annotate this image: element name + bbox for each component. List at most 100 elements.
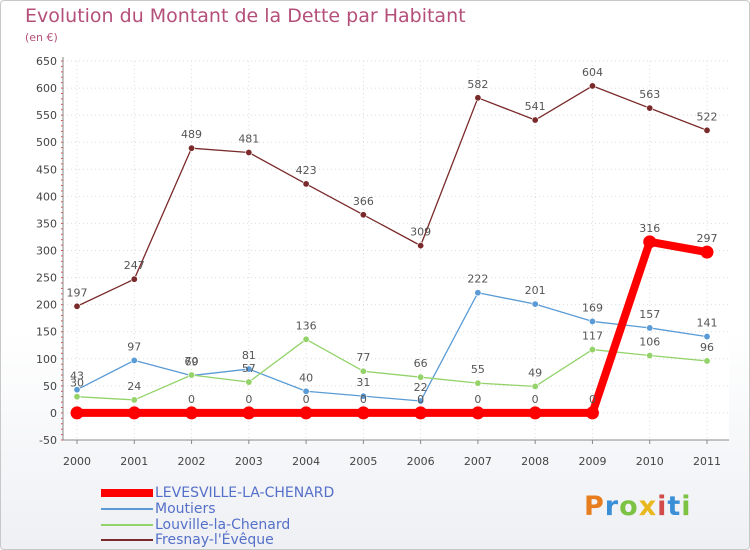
data-point (245, 378, 253, 386)
data-point (359, 392, 367, 400)
logo-letter: r (604, 491, 620, 522)
data-point (73, 393, 81, 401)
series-line-0 (73, 237, 711, 417)
data-label: 423 (296, 164, 317, 177)
data-point (646, 104, 654, 112)
data-point (188, 144, 196, 152)
legend-swatch (101, 539, 153, 541)
data-point (646, 324, 654, 332)
x-tick-label: 2004 (292, 455, 320, 468)
x-tick-label: 2003 (235, 455, 263, 468)
x-tick-label: 2011 (693, 455, 721, 468)
y-tick-label: 600 (36, 82, 57, 95)
x-tick-label: 2005 (349, 455, 377, 468)
data-label: 0 (303, 393, 310, 406)
data-point (588, 82, 596, 90)
data-label: 96 (700, 341, 714, 354)
data-label: 22 (414, 381, 428, 394)
data-label: 563 (639, 88, 660, 101)
data-label: 81 (242, 349, 256, 362)
data-point (356, 406, 370, 420)
logo-letter: x (638, 491, 658, 522)
legend-item-fresnay: Fresnay-l'Évêque (101, 532, 274, 548)
data-label: 40 (299, 371, 313, 384)
data-point (188, 371, 196, 379)
data-point (73, 302, 81, 310)
x-tick-label: 2001 (120, 455, 148, 468)
data-point (245, 365, 253, 373)
data-point (302, 335, 310, 343)
data-label: 117 (582, 330, 603, 343)
x-tick-label: 2006 (407, 455, 435, 468)
y-tick-label: 0 (50, 407, 57, 420)
data-point (130, 356, 138, 364)
x-tick-label: 2002 (178, 455, 206, 468)
legend-label: Louville-la-Chenard (155, 517, 291, 533)
legend-item-levesville: LEVESVILLE-LA-CHENARD (101, 485, 334, 501)
data-point (646, 352, 654, 360)
series-line-2 (76, 338, 708, 401)
data-label: 106 (639, 336, 660, 349)
data-label: 0 (474, 393, 481, 406)
y-tick-label: 650 (36, 55, 57, 68)
data-label: 31 (356, 376, 370, 389)
data-point (471, 406, 485, 420)
y-tick-label: 350 (36, 217, 57, 230)
data-point (417, 242, 425, 250)
data-label: 55 (471, 363, 485, 376)
y-tick-label: 550 (36, 109, 57, 122)
data-point (531, 116, 539, 124)
data-label: 77 (356, 351, 370, 364)
data-point (299, 406, 313, 420)
logo-letter: i (657, 491, 668, 522)
data-label: 141 (697, 317, 718, 330)
data-point (359, 211, 367, 219)
data-label: 66 (414, 357, 428, 370)
data-label: 49 (528, 366, 542, 379)
data-label: 297 (697, 232, 718, 245)
data-point (417, 397, 425, 405)
data-point (588, 317, 596, 325)
data-point (703, 333, 711, 341)
data-label: 481 (238, 133, 259, 146)
logo-letter: P (584, 491, 605, 522)
grid (63, 60, 729, 441)
y-tick-label: 150 (36, 326, 57, 339)
data-label: 43 (70, 370, 84, 383)
y-tick-label: 450 (36, 163, 57, 176)
data-point (531, 300, 539, 308)
y-tick-label: 400 (36, 190, 57, 203)
y-tick-label: 300 (36, 245, 57, 258)
data-label: 541 (525, 100, 546, 113)
legend-swatch (101, 508, 153, 510)
data-label: 70 (185, 355, 199, 368)
data-label: 309 (410, 226, 431, 239)
data-point (302, 387, 310, 395)
x-tick-label: 2009 (578, 455, 606, 468)
logo-letter: t (667, 491, 682, 522)
data-point (73, 386, 81, 394)
data-label: 197 (67, 286, 88, 299)
data-label: 316 (639, 222, 660, 235)
series-line-3 (76, 85, 708, 307)
data-point (588, 346, 596, 354)
data-point (414, 406, 428, 420)
data-label: 247 (124, 259, 145, 272)
y-tick-label: 250 (36, 272, 57, 285)
data-label: 604 (582, 66, 603, 79)
data-point (185, 406, 199, 420)
x-tick-label: 2010 (636, 455, 664, 468)
data-label: 69 (185, 356, 199, 369)
data-label: 0 (417, 393, 424, 406)
x-tick-label: 2008 (521, 455, 549, 468)
logo-letter: o (619, 491, 639, 522)
data-label: 0 (188, 393, 195, 406)
data-point (531, 382, 539, 390)
logo-letter: i (681, 491, 692, 522)
y-tick-label: 100 (36, 353, 57, 366)
unit-label: (en €) (25, 31, 58, 44)
data-point (703, 126, 711, 134)
